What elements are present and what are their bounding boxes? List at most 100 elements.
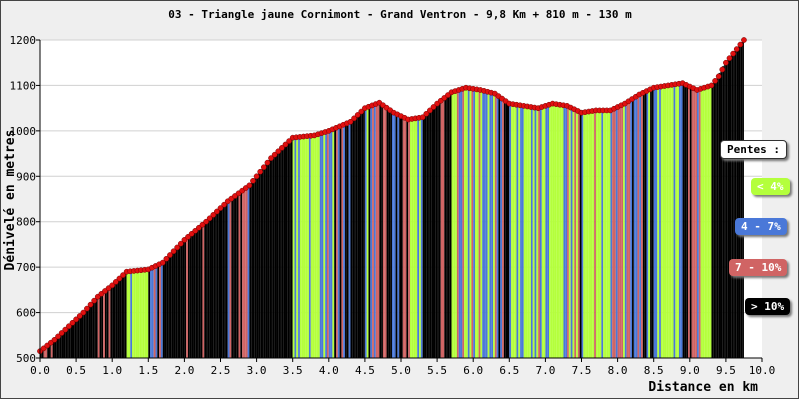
slope-bar xyxy=(664,85,667,359)
y-tick-label: 1100 xyxy=(10,79,37,92)
slope-bar xyxy=(271,156,273,358)
slope-bar xyxy=(660,86,663,358)
slope-bar xyxy=(103,290,105,358)
slope-bar xyxy=(141,269,143,358)
slope-bar xyxy=(354,116,356,359)
profile-point xyxy=(159,259,166,266)
slope-bar xyxy=(438,100,441,358)
slope-bar xyxy=(207,218,210,358)
slope-bar xyxy=(689,86,692,359)
slope-bar xyxy=(550,103,553,358)
slope-bar xyxy=(545,105,548,358)
slope-bar xyxy=(632,97,634,359)
slope-bar xyxy=(148,268,151,358)
slope-bar xyxy=(644,91,647,358)
slope-bar xyxy=(168,255,170,358)
slope-bar xyxy=(599,110,602,359)
slope-bar xyxy=(413,118,416,358)
y-axis-label: Dénivelé en metres xyxy=(3,130,18,271)
slope-bar xyxy=(678,83,681,358)
slope-bar xyxy=(446,95,448,358)
slope-bar xyxy=(449,92,452,358)
slope-bar xyxy=(132,270,134,358)
slope-bar xyxy=(233,195,235,358)
slope-bar xyxy=(151,266,154,358)
slope-bar xyxy=(171,251,174,358)
slope-bar xyxy=(343,124,346,359)
slope-bar xyxy=(698,88,701,358)
slope-bar xyxy=(500,97,503,358)
slope-bar xyxy=(92,300,95,358)
profile-point xyxy=(268,155,274,161)
slope-bar xyxy=(101,292,104,358)
slope-bar xyxy=(361,109,364,358)
x-axis-label: Distance en km xyxy=(648,380,758,395)
slope-bar xyxy=(630,99,633,359)
slope-bar xyxy=(484,90,486,358)
x-tick-label: 2.0 xyxy=(174,364,194,377)
slope-bar xyxy=(97,295,100,358)
x-tick-label: 0.5 xyxy=(66,364,86,377)
slope-bar xyxy=(653,87,656,358)
slope-bar xyxy=(146,269,149,358)
slope-bar xyxy=(583,112,586,358)
slope-bar xyxy=(576,110,578,358)
slope-bar xyxy=(482,90,485,358)
slope-bar xyxy=(379,102,382,358)
slope-bar xyxy=(298,136,300,358)
y-tick-label: 1000 xyxy=(10,125,37,138)
slope-bar xyxy=(366,106,369,358)
slope-bar xyxy=(637,94,640,358)
slope-bar xyxy=(272,154,275,358)
slope-bar xyxy=(532,107,535,358)
slope-bar xyxy=(238,191,241,358)
slope-bar xyxy=(164,258,167,358)
slope-bar xyxy=(451,91,454,359)
slope-bar xyxy=(734,49,737,358)
slope-bar xyxy=(209,216,212,358)
slope-bar xyxy=(76,317,78,358)
slope-bar xyxy=(348,121,351,359)
x-tick-label: 8.5 xyxy=(644,364,664,377)
profile-point xyxy=(69,319,76,326)
slope-bar xyxy=(402,116,405,358)
slope-bar xyxy=(43,346,46,358)
slope-bar xyxy=(195,229,198,358)
slope-bar xyxy=(635,95,638,359)
slope-bar xyxy=(200,224,203,358)
slope-bar xyxy=(597,110,600,359)
slope-bar xyxy=(677,83,679,358)
slope-bar xyxy=(63,329,66,358)
slope-bar xyxy=(115,280,118,358)
slope-bar xyxy=(693,88,696,359)
slope-bar xyxy=(193,230,196,358)
slope-bar xyxy=(485,91,488,358)
slope-bar xyxy=(242,189,244,358)
profile-point xyxy=(430,104,437,110)
slope-bar xyxy=(642,91,645,359)
profile-point xyxy=(271,151,278,158)
slope-bar xyxy=(287,141,290,358)
slope-bar xyxy=(308,135,311,358)
y-tick-label: 900 xyxy=(16,170,36,183)
slope-bar xyxy=(536,107,539,359)
slope-bar xyxy=(258,171,261,358)
profile-point xyxy=(112,279,119,285)
profile-point xyxy=(354,112,361,118)
slope-bar xyxy=(707,85,710,358)
profile-point xyxy=(246,182,253,189)
slope-bar xyxy=(404,117,407,359)
slope-bar xyxy=(61,331,64,358)
slope-bar xyxy=(218,208,221,358)
profile-point xyxy=(715,73,722,80)
slope-bar xyxy=(558,104,560,358)
slope-bar xyxy=(292,137,295,358)
slope-bar xyxy=(543,105,546,358)
slope-bar xyxy=(88,304,91,358)
slope-bar xyxy=(724,62,726,358)
slope-bar xyxy=(381,103,383,359)
slope-bar xyxy=(604,110,607,359)
slope-bar xyxy=(406,118,409,358)
slope-bar xyxy=(417,117,420,359)
profile-point xyxy=(181,237,188,243)
